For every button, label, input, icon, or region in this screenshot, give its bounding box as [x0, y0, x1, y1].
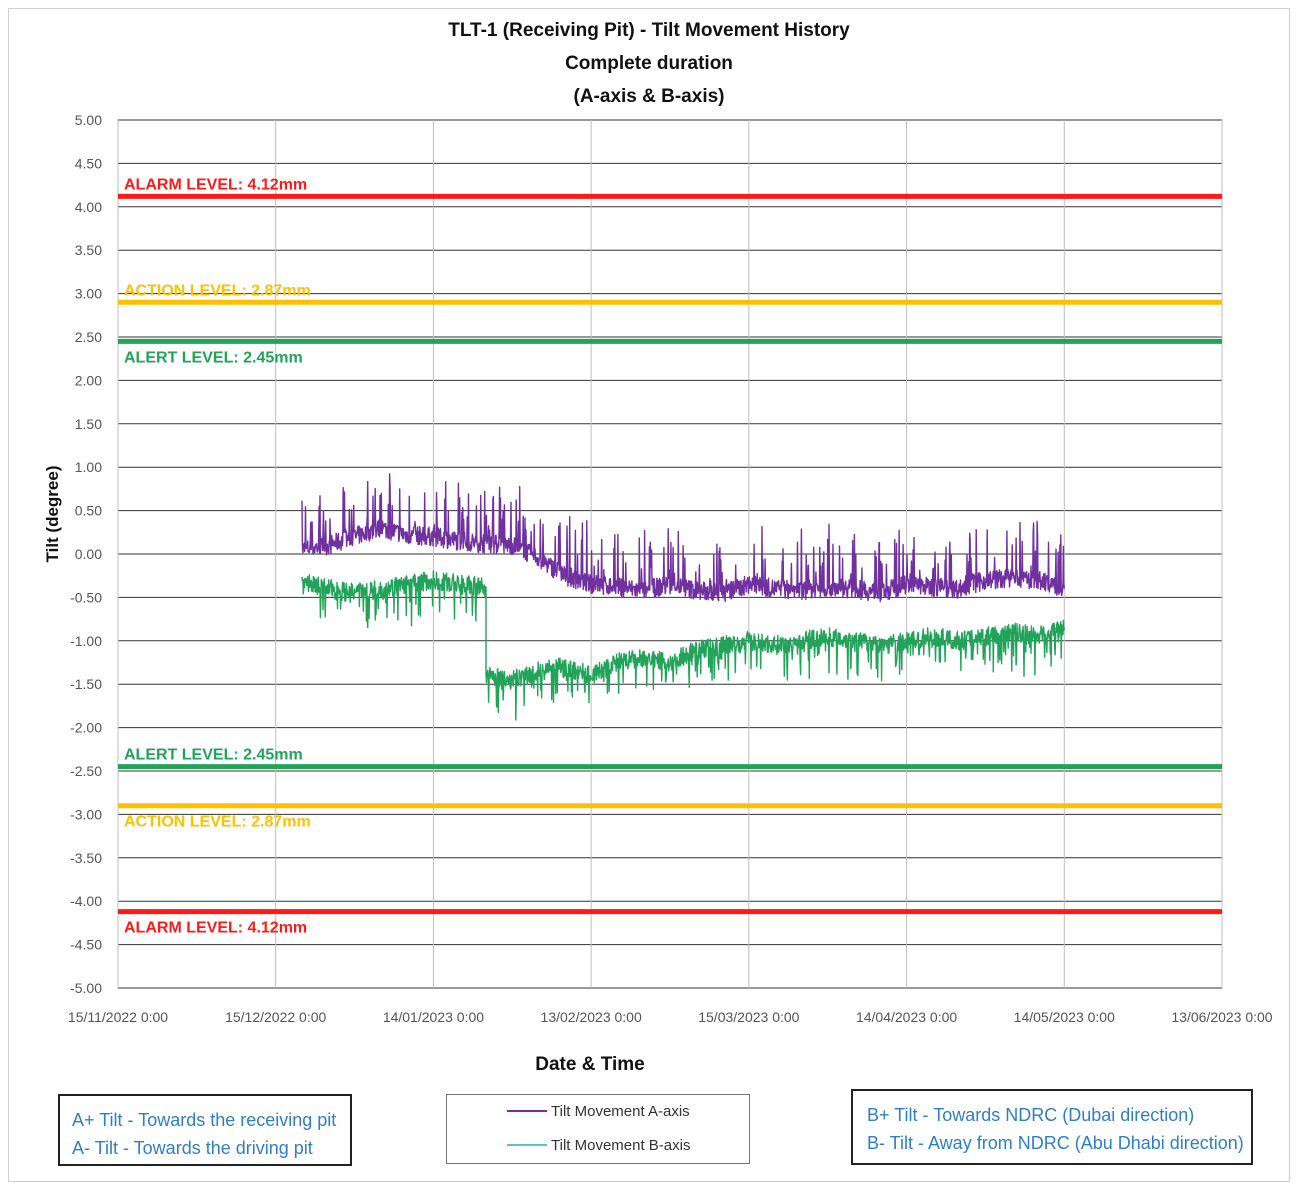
y-tick-label: -1.50: [70, 676, 102, 692]
threshold-label: ALERT LEVEL: 2.45mm: [124, 747, 303, 764]
threshold-label: ACTION LEVEL: 2.87mm: [124, 814, 311, 831]
y-tick-label: -5.00: [70, 980, 102, 996]
y-tick-label: -4.50: [70, 937, 102, 953]
threshold-label: ALARM LEVEL: 4.12mm: [124, 920, 307, 937]
x-tick-label: 15/11/2022 0:00: [68, 1009, 168, 1025]
chart-title: TLT-1 (Receiving Pit) - Tilt Movement Hi…: [448, 20, 850, 41]
y-tick-label: 2.00: [75, 372, 102, 388]
series-a-axis-line: [301, 473, 1065, 603]
y-tick-label: 2.50: [75, 329, 102, 345]
y-tick-label: -4.00: [70, 893, 102, 909]
x-tick-label: 14/04/2023 0:00: [856, 1009, 957, 1025]
b-plus-note: B+ Tilt - Towards NDRC (Dubai direction): [867, 1105, 1195, 1125]
y-tick-label: -2.00: [70, 720, 102, 736]
a-axis-note-box: A+ Tilt - Towards the receiving pit A- T…: [58, 1094, 352, 1166]
x-tick-label: 13/02/2023 0:00: [541, 1009, 642, 1025]
y-tick-label: 1.00: [75, 459, 102, 475]
chart-frame: [8, 8, 1290, 1182]
y-tick-label: 4.00: [75, 199, 102, 215]
y-tick-label: 0.50: [75, 503, 102, 519]
y-axis-title: Tilt (degree): [43, 466, 62, 563]
legend-entry-b: Tilt Movement B-axis: [507, 1135, 690, 1155]
legend-label-b: Tilt Movement B-axis: [551, 1136, 691, 1154]
y-tick-label: 5.00: [75, 112, 102, 128]
x-tick-label: 14/01/2023 0:00: [383, 1009, 484, 1025]
y-tick-label: 3.50: [75, 242, 102, 258]
x-tick-label: 15/12/2022 0:00: [225, 1009, 326, 1025]
y-tick-label: 4.50: [75, 155, 102, 171]
y-tick-label: 3.00: [75, 286, 102, 302]
y-tick-label: -3.00: [70, 806, 102, 822]
threshold-label: ALERT LEVEL: 2.45mm: [124, 349, 303, 366]
y-tick-label: -3.50: [70, 850, 102, 866]
y-tick-label: 0.00: [75, 546, 102, 562]
x-tick-label: 14/05/2023 0:00: [1014, 1009, 1115, 1025]
chart-subtitle-axes: (A-axis & B-axis): [573, 86, 725, 107]
legend-swatch-b: [507, 1144, 547, 1146]
x-axis-title: Date & Time: [535, 1054, 644, 1075]
b-axis-note-box: B+ Tilt - Towards NDRC (Dubai direction)…: [851, 1089, 1253, 1165]
threshold-label: ACTION LEVEL: 2.87mm: [124, 282, 311, 299]
y-tick-label: 1.50: [75, 416, 102, 432]
chart-subtitle: Complete duration: [565, 53, 733, 74]
legend-label-a: Tilt Movement A-axis: [551, 1102, 690, 1120]
y-tick-label: -2.50: [70, 763, 102, 779]
legend-swatch-a: [507, 1110, 547, 1112]
x-tick-label: 13/06/2023 0:00: [1171, 1009, 1272, 1025]
series-b-axis-line: [301, 570, 1065, 721]
x-tick-label: 15/03/2023 0:00: [698, 1009, 799, 1025]
a-plus-note: A+ Tilt - Towards the receiving pit: [72, 1110, 337, 1130]
threshold-label: ALARM LEVEL: 4.12mm: [124, 176, 307, 193]
a-minus-note: A- Tilt - Towards the driving pit: [72, 1138, 313, 1158]
legend-entry-a: Tilt Movement A-axis: [507, 1101, 690, 1121]
y-tick-label: -1.00: [70, 633, 102, 649]
tilt-chart: 5.00 4.50 4.00 3.50 3.00 2.50 2.00 1.50 1.00 0.50…: [43, 112, 1273, 1075]
legend: Tilt Movement A-axis Tilt Movement B-axi…: [446, 1094, 750, 1164]
b-minus-note: B- Tilt - Away from NDRC (Abu Dhabi dire…: [867, 1133, 1244, 1153]
y-tick-label: -0.50: [70, 589, 102, 605]
